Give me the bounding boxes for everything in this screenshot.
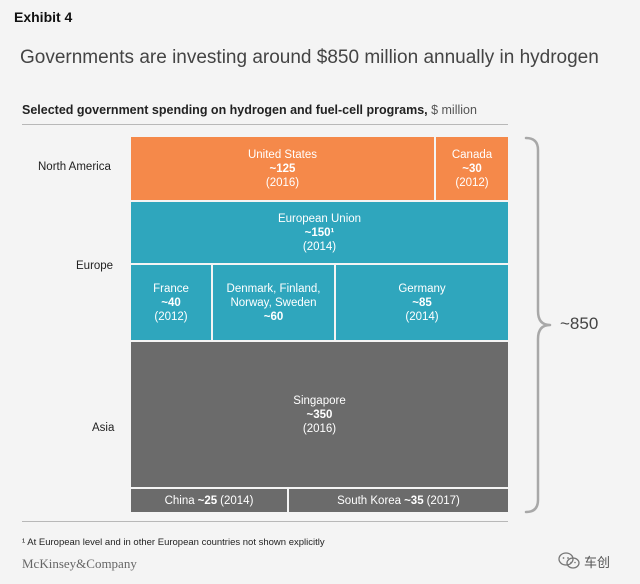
block-year: (2014) xyxy=(220,494,254,507)
block-value: ~25 xyxy=(197,494,218,507)
block-value: ~85 xyxy=(412,296,432,309)
footnote: ¹ At European level and in other Europea… xyxy=(22,537,325,548)
block-value: ~35 xyxy=(404,494,424,507)
block-year: (2012) xyxy=(154,310,188,323)
block-year: (2014) xyxy=(302,240,337,253)
watermark-text: 车创 xyxy=(584,554,611,570)
top-rule xyxy=(22,124,508,125)
block-name: France xyxy=(153,282,189,295)
block-united-states: United States ~125 (2016) xyxy=(131,137,434,200)
block-name: European Union xyxy=(277,212,362,225)
block-name: United States xyxy=(247,148,318,161)
wechat-icon xyxy=(558,552,580,569)
block-south-korea: South Korea ~35 (2017) xyxy=(289,489,508,512)
block-china: China ~25 (2014) xyxy=(131,489,287,512)
block-france: France ~40 (2012) xyxy=(131,265,211,340)
total-brace xyxy=(524,136,552,514)
chart-subtitle: Selected government spending on hydrogen… xyxy=(22,103,477,117)
region-label-asia: Asia xyxy=(92,422,115,434)
region-label-europe: Europe xyxy=(76,260,114,272)
block-value: ~350 xyxy=(306,408,333,421)
subtitle-unit: $ million xyxy=(427,103,477,117)
total-label: ~850 xyxy=(560,314,599,333)
block-year: (2014) xyxy=(405,310,439,323)
block-germany: Germany ~85 (2014) xyxy=(336,265,508,340)
block-name: Singapore xyxy=(293,394,346,407)
block-value: ~60 xyxy=(263,310,284,323)
subtitle-text: Selected government spending on hydrogen… xyxy=(22,103,428,117)
block-name: Germany xyxy=(398,282,446,295)
block-name-line2: Norway, Sweden xyxy=(230,296,317,309)
region-label-north-america: North America xyxy=(38,161,111,173)
mckinsey-logo: McKinsey&Company xyxy=(22,556,137,571)
block-year: (2016) xyxy=(265,176,300,189)
block-singapore: Singapore ~350 (2016) xyxy=(131,342,508,487)
exhibit-label: Exhibit 4 xyxy=(14,9,73,25)
watermark: 车创 xyxy=(558,547,628,575)
block-year: (2017) xyxy=(426,494,460,507)
block-value: ~40 xyxy=(161,296,181,309)
block-year: (2016) xyxy=(302,422,337,435)
block-value: ~125 xyxy=(269,162,296,175)
block-european-union: European Union ~150¹ (2014) xyxy=(131,202,508,263)
block-canada: Canada ~30 (2012) xyxy=(436,137,508,200)
block-value: ~150¹ xyxy=(304,226,335,239)
block-name: China xyxy=(164,494,195,507)
block-nordics: Denmark, Finland, Norway, Sweden ~60 xyxy=(213,265,334,340)
block-name: South Korea xyxy=(337,494,402,507)
bottom-rule xyxy=(22,521,508,522)
block-year: (2012) xyxy=(455,176,489,189)
block-name-line1: Denmark, Finland, xyxy=(226,282,321,295)
block-value: ~30 xyxy=(462,162,482,175)
block-name: Canada xyxy=(451,148,493,161)
headline: Governments are investing around $850 mi… xyxy=(20,47,599,68)
